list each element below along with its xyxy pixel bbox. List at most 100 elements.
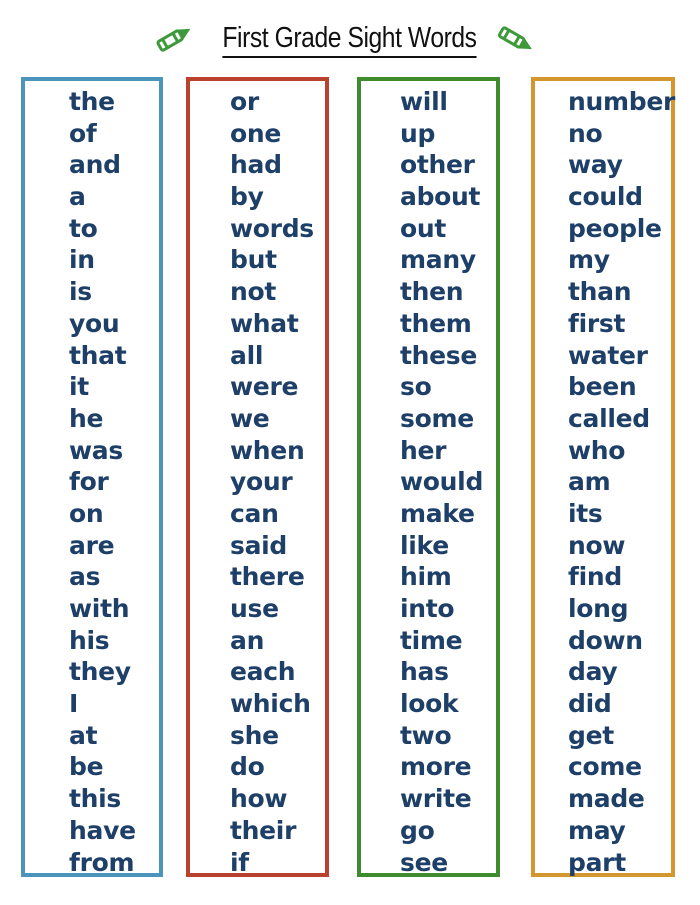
sight-word: their bbox=[230, 815, 297, 845]
sight-word: use bbox=[230, 594, 279, 623]
sight-word: has bbox=[400, 657, 449, 687]
sight-word: these bbox=[400, 340, 478, 370]
sight-word: called bbox=[568, 403, 650, 433]
sight-word: he bbox=[69, 403, 104, 433]
sight-word: am bbox=[568, 467, 611, 497]
sight-word: which bbox=[230, 689, 311, 719]
sight-word: of bbox=[69, 118, 97, 148]
sight-word: how bbox=[230, 784, 288, 814]
sight-word: not bbox=[230, 277, 277, 307]
sight-word: come bbox=[568, 752, 642, 782]
sight-word: do bbox=[230, 752, 265, 782]
sight-word: had bbox=[230, 150, 282, 180]
sight-word: may bbox=[568, 815, 626, 845]
sight-word: is bbox=[69, 277, 92, 307]
sight-word: part bbox=[568, 847, 626, 877]
sight-word: into bbox=[400, 594, 455, 623]
sight-word: other bbox=[400, 150, 475, 180]
sight-word: have bbox=[69, 815, 136, 845]
title-text: First Grade Sight Words bbox=[222, 22, 477, 58]
sight-word: day bbox=[568, 657, 618, 687]
sight-word: in bbox=[69, 245, 95, 275]
word-column-4: number no way could people my than first water be… bbox=[531, 77, 675, 877]
sight-word: with bbox=[69, 594, 130, 623]
sight-word: were bbox=[230, 372, 299, 402]
sight-word: on bbox=[69, 498, 104, 528]
sight-word: now bbox=[568, 530, 626, 560]
sight-word: been bbox=[568, 372, 637, 402]
sight-word: long bbox=[568, 594, 629, 623]
sight-word: him bbox=[400, 562, 452, 592]
sight-word: more bbox=[400, 752, 472, 782]
sight-word: them bbox=[400, 308, 472, 338]
sight-word: as bbox=[69, 562, 101, 592]
sight-word: write bbox=[400, 784, 472, 814]
sight-word: the bbox=[69, 87, 115, 116]
sight-word: to bbox=[69, 213, 98, 243]
word-column-1: the of and a to in is you that it he was for on are as w… bbox=[21, 77, 163, 877]
sight-word: she bbox=[230, 720, 279, 750]
sight-word: but bbox=[230, 245, 277, 275]
sight-word: way bbox=[568, 150, 623, 180]
sight-word: each bbox=[230, 657, 296, 687]
sight-word: like bbox=[400, 530, 449, 560]
sight-word: look bbox=[400, 689, 459, 719]
sight-word: then bbox=[400, 277, 464, 307]
sight-word: its bbox=[568, 498, 603, 528]
sight-word: said bbox=[230, 530, 288, 560]
sight-word: time bbox=[400, 625, 463, 655]
sight-word: an bbox=[230, 625, 265, 655]
sight-word: all bbox=[230, 340, 264, 370]
sight-word: you bbox=[69, 308, 120, 338]
sight-word: we bbox=[230, 403, 270, 433]
page-title: First Grade Sight Words bbox=[0, 22, 700, 58]
sight-word: did bbox=[568, 689, 612, 719]
sight-word: find bbox=[568, 562, 622, 592]
sight-word: what bbox=[230, 308, 299, 338]
sight-word: out bbox=[400, 213, 447, 243]
sight-word: go bbox=[400, 815, 435, 845]
sight-word: one bbox=[230, 118, 282, 148]
sight-word: her bbox=[400, 435, 447, 465]
sight-word: water bbox=[568, 340, 648, 370]
sight-word: his bbox=[69, 625, 110, 655]
sight-word: who bbox=[568, 435, 626, 465]
sight-word: my bbox=[568, 245, 610, 275]
sight-word: at bbox=[69, 720, 98, 750]
sight-word: number bbox=[568, 87, 676, 116]
sight-word: people bbox=[568, 213, 662, 243]
sight-word: many bbox=[400, 245, 476, 275]
sight-word: from bbox=[69, 847, 135, 877]
sight-word: they bbox=[69, 657, 131, 687]
sight-word: when bbox=[230, 435, 305, 465]
sight-word: than bbox=[568, 277, 632, 307]
crayon-icon bbox=[498, 26, 532, 50]
sight-word: down bbox=[568, 625, 643, 655]
sight-word: see bbox=[400, 847, 448, 877]
sight-word: that bbox=[69, 340, 127, 370]
sight-word: two bbox=[400, 720, 452, 750]
sight-word: if bbox=[230, 847, 249, 877]
sight-word: words bbox=[230, 213, 314, 243]
sight-word: make bbox=[400, 498, 475, 528]
sight-word: would bbox=[400, 467, 484, 497]
sight-word: so bbox=[400, 372, 432, 402]
sight-word: was bbox=[69, 435, 123, 465]
sight-word: will bbox=[400, 87, 448, 116]
sight-word: could bbox=[568, 182, 643, 212]
sight-word: there bbox=[230, 562, 305, 592]
sight-word: or bbox=[230, 87, 259, 116]
crayon-icon bbox=[156, 28, 191, 52]
sight-word: some bbox=[400, 403, 474, 433]
sight-word: and bbox=[69, 150, 121, 180]
word-column-2: or one had by words but not what all were we when yo… bbox=[186, 77, 329, 877]
sight-word: first bbox=[568, 308, 626, 338]
sight-word: I bbox=[69, 689, 79, 719]
sight-word: be bbox=[69, 752, 104, 782]
sight-word: for bbox=[69, 467, 109, 497]
sight-word: can bbox=[230, 498, 279, 528]
sight-word: get bbox=[568, 720, 614, 750]
sight-word: your bbox=[230, 467, 293, 497]
sight-word: it bbox=[69, 372, 89, 402]
word-column-3: will up other about out many then them these so so… bbox=[357, 77, 500, 877]
